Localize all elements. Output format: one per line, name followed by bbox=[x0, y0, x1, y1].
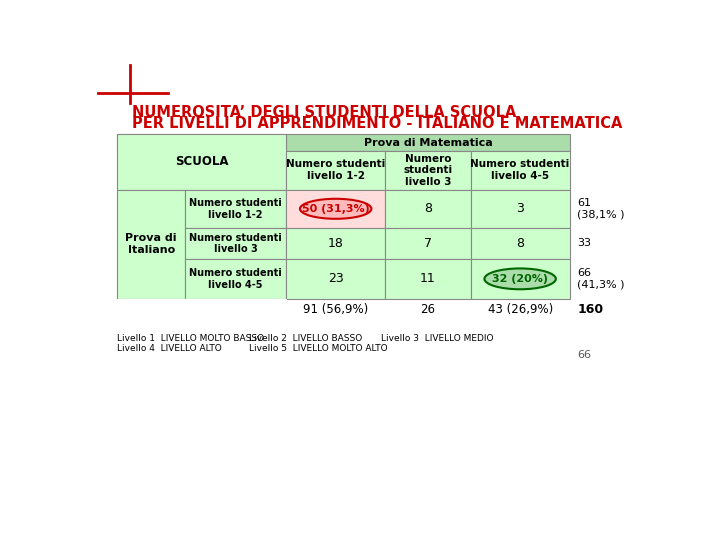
Text: 91 (56,9%): 91 (56,9%) bbox=[303, 303, 369, 316]
Text: 66
(41,3% ): 66 (41,3% ) bbox=[577, 268, 625, 289]
Ellipse shape bbox=[485, 268, 556, 289]
Text: 8: 8 bbox=[516, 237, 524, 250]
Bar bbox=[185, 259, 286, 299]
Text: Numero studenti
livello 4-5: Numero studenti livello 4-5 bbox=[470, 159, 570, 181]
Text: Prova di
Italiano: Prova di Italiano bbox=[125, 233, 177, 255]
Text: 26: 26 bbox=[420, 303, 436, 316]
Text: Livello 2  LIVELLO BASSO: Livello 2 LIVELLO BASSO bbox=[249, 334, 362, 343]
Text: Prova di Matematica: Prova di Matematica bbox=[364, 138, 492, 147]
Text: 18: 18 bbox=[328, 237, 343, 250]
Ellipse shape bbox=[300, 199, 372, 219]
Bar bbox=[117, 299, 185, 320]
Text: Numero studenti
livello 3: Numero studenti livello 3 bbox=[189, 233, 282, 254]
Text: SCUOLA: SCUOLA bbox=[175, 156, 228, 168]
Text: 50 (31,3%): 50 (31,3%) bbox=[302, 204, 369, 214]
Text: 32 (20%): 32 (20%) bbox=[492, 274, 548, 284]
Text: 43 (26,9%): 43 (26,9%) bbox=[487, 303, 553, 316]
Bar bbox=[286, 190, 385, 228]
Bar bbox=[117, 134, 286, 151]
Bar bbox=[286, 228, 385, 259]
Bar bbox=[286, 151, 385, 190]
Bar bbox=[385, 259, 471, 299]
Bar bbox=[385, 190, 471, 228]
Bar bbox=[471, 190, 570, 228]
Text: 66: 66 bbox=[577, 350, 591, 360]
Text: Livello 5  LIVELLO MOLTO ALTO: Livello 5 LIVELLO MOLTO ALTO bbox=[249, 343, 387, 353]
Text: Numero studenti
livello 4-5: Numero studenti livello 4-5 bbox=[189, 268, 282, 289]
Text: 23: 23 bbox=[328, 272, 343, 285]
Text: 8: 8 bbox=[424, 202, 432, 215]
Bar bbox=[286, 259, 385, 299]
Bar bbox=[117, 190, 185, 299]
Text: Numero studenti
livello 1-2: Numero studenti livello 1-2 bbox=[286, 159, 385, 181]
Bar bbox=[385, 151, 471, 190]
Text: 61
(38,1% ): 61 (38,1% ) bbox=[577, 198, 625, 220]
Text: 160: 160 bbox=[577, 303, 603, 316]
Text: PER LIVELLI DI APPRENDIMENTO - ITALIANO E MATEMATICA: PER LIVELLI DI APPRENDIMENTO - ITALIANO … bbox=[132, 117, 622, 131]
Text: Numero studenti
livello 1-2: Numero studenti livello 1-2 bbox=[189, 198, 282, 220]
Bar bbox=[117, 134, 286, 190]
Bar bbox=[286, 134, 570, 151]
Text: Livello 1  LIVELLO MOLTO BASSO: Livello 1 LIVELLO MOLTO BASSO bbox=[117, 334, 264, 343]
Bar bbox=[471, 228, 570, 259]
Bar bbox=[471, 151, 570, 190]
Text: Livello 3  LIVELLO MEDIO: Livello 3 LIVELLO MEDIO bbox=[381, 334, 493, 343]
Text: NUMEROSITA’ DEGLI STUDENTI DELLA SCUOLA: NUMEROSITA’ DEGLI STUDENTI DELLA SCUOLA bbox=[132, 105, 516, 120]
Bar bbox=[185, 228, 286, 259]
Text: 3: 3 bbox=[516, 202, 524, 215]
Bar bbox=[185, 190, 286, 228]
Text: 33: 33 bbox=[577, 239, 591, 248]
Bar bbox=[185, 299, 286, 320]
Text: 7: 7 bbox=[424, 237, 432, 250]
Text: 11: 11 bbox=[420, 272, 436, 285]
Bar bbox=[471, 259, 570, 299]
Text: Livello 4  LIVELLO ALTO: Livello 4 LIVELLO ALTO bbox=[117, 343, 222, 353]
Text: Numero
studenti
livello 3: Numero studenti livello 3 bbox=[403, 154, 452, 187]
Bar bbox=[385, 228, 471, 259]
